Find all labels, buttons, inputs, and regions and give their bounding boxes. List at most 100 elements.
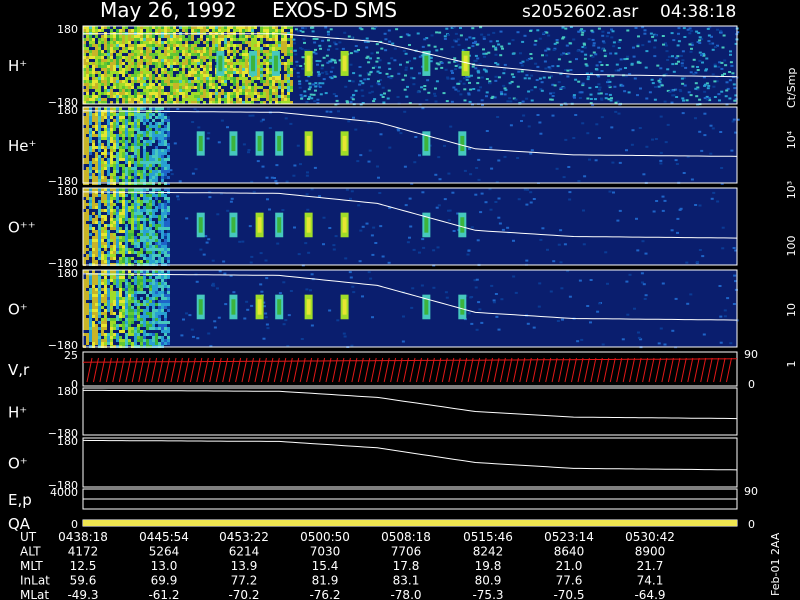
spectrogram-cell [83, 221, 86, 224]
spectrogram-cell [206, 44, 209, 47]
spectrogram-cell [185, 74, 188, 77]
spectrogram-cell [92, 300, 95, 303]
spectrogram-cell [618, 39, 622, 42]
spectrogram-cell [83, 206, 86, 209]
spectrogram-cell [116, 137, 119, 140]
spectrogram-cell [137, 155, 140, 158]
spectrogram-cell [164, 188, 167, 191]
spectrogram-cell [110, 146, 113, 149]
spectrogram-cell [499, 91, 503, 94]
spectrogram-cell [164, 29, 167, 32]
spectrogram-cell [152, 303, 155, 306]
spectrogram-cell [134, 143, 137, 146]
spectrogram-cell [158, 260, 161, 263]
spectrogram-cell [275, 35, 278, 38]
footer-value: 0438:18 [58, 530, 108, 544]
spectrogram-cell [674, 159, 678, 162]
spectrogram-cell [119, 35, 122, 38]
spectrogram-cell [653, 46, 657, 49]
spectrogram-cell [334, 43, 338, 46]
spectrogram-cell [734, 98, 738, 101]
spectrogram-cell [143, 170, 146, 173]
spectrogram-cell [104, 209, 107, 212]
spectrogram-cell [107, 260, 110, 263]
spectrogram-cell [170, 71, 173, 74]
spectrogram-cell [164, 119, 167, 122]
spectrogram-cell [248, 92, 251, 95]
spectrogram-cell [494, 201, 498, 203]
spectrogram-cell [116, 152, 119, 155]
spectrogram-cell [164, 152, 167, 155]
spectrogram-cell [140, 35, 143, 38]
spectrogram-cell [245, 65, 248, 68]
spectrogram-cell [110, 194, 113, 197]
spectrogram-cell [107, 89, 110, 92]
spectrogram-cell [445, 27, 449, 30]
spectrogram-cell [480, 33, 484, 36]
spectrogram-cell [140, 86, 143, 89]
spectrogram-cell [149, 218, 152, 221]
spectrogram-cell [239, 53, 242, 56]
spectrogram-cell [125, 176, 128, 179]
spectrogram-cell [158, 170, 161, 173]
spectrogram-cell [191, 71, 194, 74]
spectrogram-cell [233, 83, 236, 86]
spectrogram-cell [359, 229, 363, 232]
spectrogram-cell [263, 74, 266, 77]
spectrogram-cell [122, 221, 125, 224]
spectrogram-cell [170, 101, 173, 104]
spectrogram-cell [697, 32, 701, 34]
spectrogram-cell [161, 179, 164, 182]
spectrogram-cell [95, 297, 98, 300]
spectrogram-cell [221, 47, 224, 50]
spectrogram-cell [107, 179, 110, 182]
footer-row-label: InLat [20, 574, 50, 588]
spectrogram-cell [164, 101, 167, 104]
spectrogram-cell [110, 318, 113, 321]
spectrogram-cell [98, 92, 101, 95]
footer-value: 13.9 [231, 559, 258, 573]
spectrogram-cell [365, 37, 369, 40]
spectrogram-cell [119, 312, 122, 315]
footer-value: 59.6 [70, 574, 97, 588]
spectrogram-cell [377, 83, 381, 86]
spectrogram-cell [158, 188, 161, 191]
spectrogram-burst [306, 55, 311, 72]
spectrogram-cell [167, 71, 170, 74]
spectrogram-cell [300, 96, 304, 99]
spectrogram-cell [506, 100, 510, 103]
spectrogram-cell [116, 161, 119, 164]
spectrogram-cell [269, 56, 272, 59]
spectrogram-cell [500, 92, 504, 95]
spectrogram-cell [421, 107, 425, 110]
spectrogram-cell [671, 89, 675, 92]
spectrogram-cell [245, 77, 248, 80]
spectrogram-cell [581, 46, 585, 48]
spectrogram-cell [119, 236, 122, 239]
spectrogram-cell [119, 89, 122, 92]
spectrogram-cell [86, 59, 89, 62]
spectrogram-cell [161, 209, 164, 212]
spectrogram-cell [236, 59, 239, 62]
spectrogram-cell [113, 164, 116, 167]
spectrogram-cell [143, 257, 146, 260]
spectrogram-cell [265, 323, 269, 326]
spectrogram-cell [164, 300, 167, 303]
spectrogram-cell [164, 116, 167, 119]
spectrogram-cell [134, 56, 137, 59]
spectrogram-cell [281, 35, 284, 38]
spectrogram-cell [83, 245, 86, 248]
spectrogram-cell [286, 345, 290, 348]
spectrogram-cell [116, 80, 119, 83]
spectrogram-cell [161, 221, 164, 224]
spectrogram-cell [143, 83, 146, 86]
spectrogram-cell [101, 137, 104, 140]
spectrogram-cell [607, 98, 611, 101]
spectrogram-cell [538, 282, 542, 285]
spectrogram-cell [191, 98, 194, 101]
spectrogram-cell [161, 339, 164, 342]
spectrogram-burst [231, 299, 236, 315]
spectrogram-cell [658, 81, 662, 84]
spectrogram-cell [89, 336, 92, 339]
spectrogram-cell [95, 62, 98, 65]
